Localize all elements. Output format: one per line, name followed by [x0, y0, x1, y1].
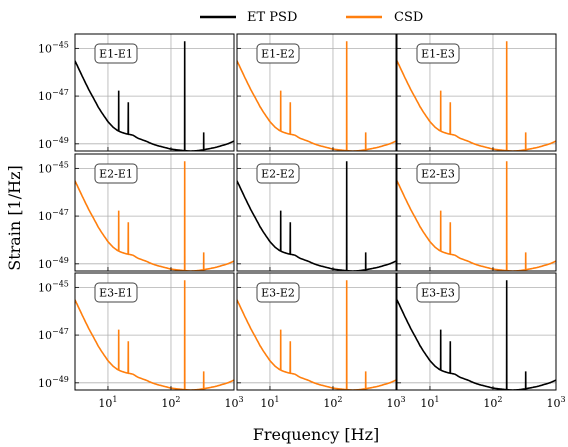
panel-e3-e3: E3-E3: [396, 272, 557, 391]
legend: ET PSD CSD: [200, 10, 423, 25]
panel-label: E3-E2: [261, 287, 295, 300]
y-tick-label: 10−47: [38, 327, 69, 342]
panel-label-box: [256, 163, 300, 184]
panel-e2-e1: E2-E1: [74, 153, 235, 272]
y-tick-label: 10−45: [38, 40, 69, 55]
series-line: [75, 41, 234, 151]
x-tick-label: 101: [98, 395, 117, 410]
panel-label: E3-E3: [421, 287, 455, 300]
panel-label-box: [256, 43, 300, 64]
panel-frame: [396, 272, 557, 391]
series-line: [397, 161, 556, 271]
y-axis-title: Strain [1/Hz]: [5, 165, 24, 271]
panel-label: E2-E2: [261, 168, 295, 181]
x-tick-label: 101: [420, 395, 439, 410]
x-tick-label: 101: [260, 395, 279, 410]
panel-e1-e1: E1-E1: [74, 33, 235, 152]
series-line: [237, 280, 396, 390]
y-tick-label: 10−45: [38, 279, 69, 294]
panel-label: E1-E1: [99, 48, 133, 61]
panel-label: E2-E1: [99, 168, 133, 181]
panel-frame: [74, 272, 235, 391]
panel-frame: [236, 33, 397, 152]
panel-frame: [236, 153, 397, 272]
panel-grid: E1-E1 E1-E2 E1-E3 E2-E1 E2-E2 E2-E3 E3-E1 E3-E2…: [74, 33, 557, 391]
series-line: [75, 161, 234, 271]
legend-label: CSD: [394, 10, 423, 25]
x-tick-label: 102: [323, 395, 342, 410]
series-line: [397, 280, 556, 390]
y-tick-labels: 10−45 10−47 10−49 10−45 10−47 10−49 10−45 10−47…: [38, 40, 69, 389]
panel-label-box: [416, 282, 460, 303]
y-tick-label: 10−45: [38, 160, 69, 175]
series-line: [237, 161, 396, 271]
series-line: [237, 41, 396, 151]
legend-label: ET PSD: [247, 10, 297, 25]
panel-frame: [236, 272, 397, 391]
gridlines: [237, 154, 396, 271]
panel-label: E2-E3: [421, 168, 455, 181]
x-tick-label: 102: [161, 395, 180, 410]
series-line: [397, 41, 556, 151]
x-tick-label: 103: [386, 395, 405, 410]
panel-label-box: [94, 163, 138, 184]
panel-label-box: [94, 43, 138, 64]
panel-label-box: [416, 163, 460, 184]
panel-e3-e2: E3-E2: [236, 272, 397, 391]
panel-label: E1-E2: [261, 48, 295, 61]
y-tick-label: 10−49: [38, 136, 69, 151]
panel-e3-e1: E3-E1: [74, 272, 235, 391]
x-tick-label: 103: [224, 395, 243, 410]
gridlines: [75, 154, 234, 271]
x-axis-title: Frequency [Hz]: [253, 425, 380, 444]
panel-frame: [396, 33, 557, 152]
panel-label: E1-E3: [421, 48, 455, 61]
panel-frame: [74, 153, 235, 272]
y-tick-label: 10−49: [38, 256, 69, 271]
panel-frame: [396, 153, 557, 272]
y-tick-label: 10−47: [38, 88, 69, 103]
panel-label-box: [256, 282, 300, 303]
panel-e2-e3: E2-E3: [396, 153, 557, 272]
panel-e1-e2: E1-E2: [236, 33, 397, 152]
y-tick-label: 10−47: [38, 208, 69, 223]
series-line: [75, 280, 234, 390]
panel-label-box: [94, 282, 138, 303]
panel-e1-e3: E1-E3: [396, 33, 557, 152]
x-tick-label: 103: [546, 395, 565, 410]
x-tick-label: 102: [483, 395, 502, 410]
panel-e2-e2: E2-E2: [236, 153, 397, 272]
panel-label-box: [416, 43, 460, 64]
panel-label: E3-E1: [99, 287, 133, 300]
x-tick-labels: 101 102 103 101 102 103 101 102 103: [98, 395, 565, 410]
panel-frame: [74, 33, 235, 152]
y-tick-label: 10−49: [38, 375, 69, 390]
